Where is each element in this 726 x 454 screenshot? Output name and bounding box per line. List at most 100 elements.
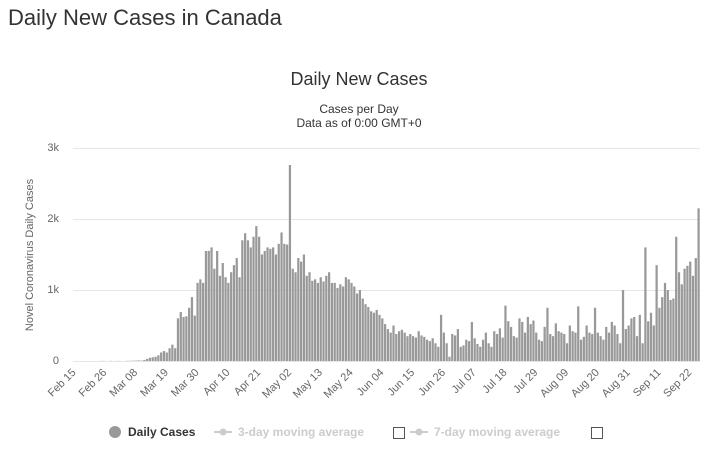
bar xyxy=(397,331,401,361)
bar xyxy=(507,321,510,361)
bar xyxy=(190,297,194,361)
bar xyxy=(560,332,563,361)
bar xyxy=(456,329,459,361)
bar xyxy=(199,279,202,361)
bar xyxy=(593,307,597,361)
bar xyxy=(381,318,384,361)
bar xyxy=(442,332,446,361)
bar xyxy=(554,323,557,361)
bar xyxy=(607,332,611,361)
y-tick-label: 3k xyxy=(47,142,59,154)
bar xyxy=(621,290,625,361)
bar xyxy=(174,348,177,361)
bar xyxy=(383,324,387,361)
bar xyxy=(294,272,297,361)
bar xyxy=(372,312,376,361)
bar xyxy=(624,329,627,361)
bar xyxy=(504,305,507,361)
legend-checkbox[interactable] xyxy=(393,427,405,439)
bar xyxy=(165,352,168,361)
bar xyxy=(280,232,283,361)
bar xyxy=(274,254,278,361)
bar xyxy=(403,332,406,361)
bar xyxy=(347,279,350,361)
bar xyxy=(420,335,423,361)
bar xyxy=(260,254,264,361)
x-tick-label: May 13 xyxy=(291,367,325,401)
bar xyxy=(319,277,322,361)
legend-symbol[interactable] xyxy=(109,426,121,438)
bar xyxy=(367,307,370,361)
bar xyxy=(311,280,314,361)
legend-item[interactable]: 7-day moving average xyxy=(434,425,560,439)
bar xyxy=(241,240,244,361)
bar xyxy=(224,277,227,361)
bar xyxy=(143,359,146,361)
bar xyxy=(227,282,230,361)
bar xyxy=(196,282,199,361)
bar xyxy=(591,334,594,361)
legend-item[interactable]: Daily Cases xyxy=(128,425,196,439)
bar xyxy=(644,247,647,361)
bar xyxy=(269,248,272,361)
bar xyxy=(314,279,317,361)
bar xyxy=(512,336,515,361)
bar xyxy=(341,286,345,361)
bar xyxy=(523,332,527,361)
legend-item[interactable]: 3-day moving average xyxy=(238,425,364,439)
y-axis-label: Novel Coronavirus Daily Cases xyxy=(24,178,36,331)
bar xyxy=(218,275,222,361)
bar xyxy=(400,329,404,361)
bar xyxy=(616,334,619,361)
bar xyxy=(333,282,336,361)
bar xyxy=(182,316,185,361)
x-tick-label: Jul 29 xyxy=(511,367,540,396)
bar xyxy=(291,268,294,361)
x-tick-label: Jun 26 xyxy=(416,367,448,399)
x-tick-label: Apr 21 xyxy=(232,367,263,398)
bar xyxy=(619,343,622,361)
bar xyxy=(417,331,420,361)
bar xyxy=(344,277,348,361)
bar xyxy=(509,326,513,361)
bar xyxy=(255,226,258,361)
bar xyxy=(369,311,373,361)
bar xyxy=(515,337,518,361)
bar xyxy=(283,243,286,361)
bar xyxy=(216,250,219,361)
bar xyxy=(585,325,588,361)
bar xyxy=(204,250,208,361)
legend-checkbox[interactable] xyxy=(591,427,603,439)
bar xyxy=(157,355,160,361)
x-tick-label: Jun 15 xyxy=(385,367,417,399)
x-tick-label: Apr 10 xyxy=(201,367,232,398)
bar xyxy=(565,343,569,361)
bar xyxy=(230,272,233,361)
bar xyxy=(244,233,247,361)
bar xyxy=(498,328,501,361)
bar xyxy=(434,343,437,361)
bar xyxy=(574,332,577,361)
bar xyxy=(146,358,149,361)
bar xyxy=(392,325,395,361)
x-tick-label: Aug 31 xyxy=(600,367,633,400)
page-title: Daily New Cases in Canada xyxy=(8,5,283,30)
bar xyxy=(647,321,650,361)
bar xyxy=(395,334,398,361)
bar xyxy=(481,339,485,361)
bar xyxy=(378,314,381,361)
bar xyxy=(487,343,490,361)
bar xyxy=(375,309,378,361)
bar xyxy=(672,298,675,361)
x-tick-label: Feb 26 xyxy=(77,367,110,400)
bar xyxy=(288,165,292,361)
y-tick-label: 1k xyxy=(47,284,59,296)
bar xyxy=(459,346,462,361)
bar xyxy=(501,337,504,361)
x-tick-label: Aug 20 xyxy=(569,367,602,400)
bar xyxy=(666,290,669,361)
bar xyxy=(546,307,549,361)
bar xyxy=(490,346,493,361)
legend-symbol xyxy=(415,428,423,436)
